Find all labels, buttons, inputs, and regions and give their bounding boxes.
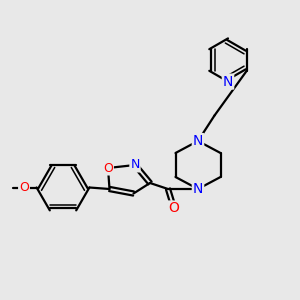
Text: N: N [130, 158, 140, 172]
Text: N: N [223, 75, 233, 88]
Text: N: N [193, 182, 203, 196]
Text: O: O [19, 181, 29, 194]
Text: N: N [193, 134, 203, 148]
Text: O: O [103, 161, 113, 175]
Text: O: O [169, 202, 179, 215]
